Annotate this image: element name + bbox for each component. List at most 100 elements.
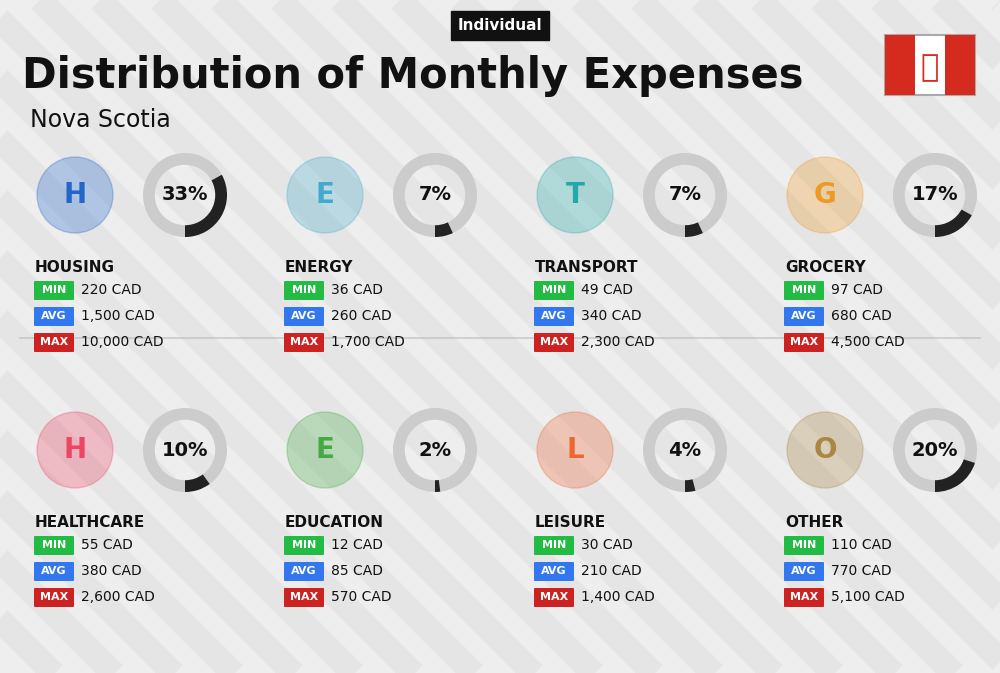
Text: L: L [566, 436, 584, 464]
Text: Individual: Individual [458, 18, 542, 33]
Text: 7%: 7% [668, 186, 702, 205]
Text: 4,500 CAD: 4,500 CAD [831, 335, 905, 349]
Text: MAX: MAX [290, 592, 318, 602]
FancyBboxPatch shape [534, 536, 574, 555]
Text: 12 CAD: 12 CAD [331, 538, 383, 552]
Circle shape [537, 157, 613, 233]
Text: MIN: MIN [292, 285, 316, 295]
Wedge shape [893, 153, 977, 237]
Text: H: H [63, 181, 87, 209]
Text: AVG: AVG [541, 566, 567, 576]
Text: T: T [566, 181, 584, 209]
Text: 1,700 CAD: 1,700 CAD [331, 335, 405, 349]
Text: 220 CAD: 220 CAD [81, 283, 142, 297]
Text: MIN: MIN [292, 540, 316, 550]
Text: AVG: AVG [291, 566, 317, 576]
Text: E: E [316, 181, 334, 209]
FancyBboxPatch shape [284, 536, 324, 555]
FancyBboxPatch shape [534, 588, 574, 607]
Text: 210 CAD: 210 CAD [581, 564, 642, 578]
Wedge shape [185, 175, 227, 237]
Text: MAX: MAX [790, 592, 818, 602]
Text: MAX: MAX [290, 337, 318, 347]
FancyBboxPatch shape [34, 333, 74, 352]
Text: 5,100 CAD: 5,100 CAD [831, 590, 905, 604]
Wedge shape [935, 209, 972, 237]
Text: 1,500 CAD: 1,500 CAD [81, 309, 155, 323]
Text: MIN: MIN [542, 285, 566, 295]
Wedge shape [393, 153, 477, 237]
Text: H: H [63, 436, 87, 464]
Wedge shape [685, 479, 695, 492]
Wedge shape [435, 480, 440, 492]
Text: AVG: AVG [41, 311, 67, 321]
Text: AVG: AVG [291, 311, 317, 321]
Text: TRANSPORT: TRANSPORT [535, 260, 639, 275]
Text: MAX: MAX [40, 337, 68, 347]
Text: AVG: AVG [541, 311, 567, 321]
Text: Nova Scotia: Nova Scotia [30, 108, 171, 132]
FancyBboxPatch shape [34, 307, 74, 326]
Circle shape [287, 412, 363, 488]
Text: 7%: 7% [418, 186, 452, 205]
Text: 10,000 CAD: 10,000 CAD [81, 335, 164, 349]
Text: 49 CAD: 49 CAD [581, 283, 633, 297]
Text: HEALTHCARE: HEALTHCARE [35, 515, 145, 530]
Wedge shape [893, 408, 977, 492]
Text: 55 CAD: 55 CAD [81, 538, 133, 552]
Text: 770 CAD: 770 CAD [831, 564, 892, 578]
FancyBboxPatch shape [534, 562, 574, 581]
FancyBboxPatch shape [284, 307, 324, 326]
FancyBboxPatch shape [784, 333, 824, 352]
Circle shape [287, 157, 363, 233]
FancyBboxPatch shape [784, 588, 824, 607]
FancyBboxPatch shape [534, 307, 574, 326]
FancyBboxPatch shape [784, 562, 824, 581]
Text: MIN: MIN [542, 540, 566, 550]
Text: 10%: 10% [162, 441, 208, 460]
Circle shape [787, 412, 863, 488]
Text: 33%: 33% [162, 186, 208, 205]
Text: O: O [813, 436, 837, 464]
Text: MIN: MIN [42, 285, 66, 295]
Text: 85 CAD: 85 CAD [331, 564, 383, 578]
Text: 260 CAD: 260 CAD [331, 309, 392, 323]
FancyBboxPatch shape [34, 281, 74, 300]
FancyBboxPatch shape [784, 307, 824, 326]
FancyBboxPatch shape [885, 35, 975, 95]
FancyBboxPatch shape [945, 35, 975, 95]
Circle shape [37, 412, 113, 488]
Text: 36 CAD: 36 CAD [331, 283, 383, 297]
Circle shape [787, 157, 863, 233]
Text: 2,300 CAD: 2,300 CAD [581, 335, 655, 349]
FancyBboxPatch shape [284, 588, 324, 607]
Text: ENERGY: ENERGY [285, 260, 354, 275]
FancyBboxPatch shape [284, 562, 324, 581]
Wedge shape [685, 222, 703, 237]
FancyBboxPatch shape [284, 281, 324, 300]
Wedge shape [643, 408, 727, 492]
Text: LEISURE: LEISURE [535, 515, 606, 530]
FancyBboxPatch shape [284, 333, 324, 352]
Text: 570 CAD: 570 CAD [331, 590, 392, 604]
Text: MIN: MIN [792, 285, 816, 295]
Text: MAX: MAX [540, 592, 568, 602]
Text: AVG: AVG [41, 566, 67, 576]
Wedge shape [393, 408, 477, 492]
FancyBboxPatch shape [34, 562, 74, 581]
FancyBboxPatch shape [34, 536, 74, 555]
FancyBboxPatch shape [534, 281, 574, 300]
Text: 2%: 2% [418, 441, 452, 460]
Text: MAX: MAX [790, 337, 818, 347]
FancyBboxPatch shape [534, 333, 574, 352]
Text: EDUCATION: EDUCATION [285, 515, 384, 530]
Text: G: G [814, 181, 836, 209]
Circle shape [537, 412, 613, 488]
Text: 340 CAD: 340 CAD [581, 309, 642, 323]
Text: AVG: AVG [791, 566, 817, 576]
Text: HOUSING: HOUSING [35, 260, 115, 275]
Text: AVG: AVG [791, 311, 817, 321]
Circle shape [37, 157, 113, 233]
Text: 17%: 17% [912, 186, 958, 205]
Text: 30 CAD: 30 CAD [581, 538, 633, 552]
